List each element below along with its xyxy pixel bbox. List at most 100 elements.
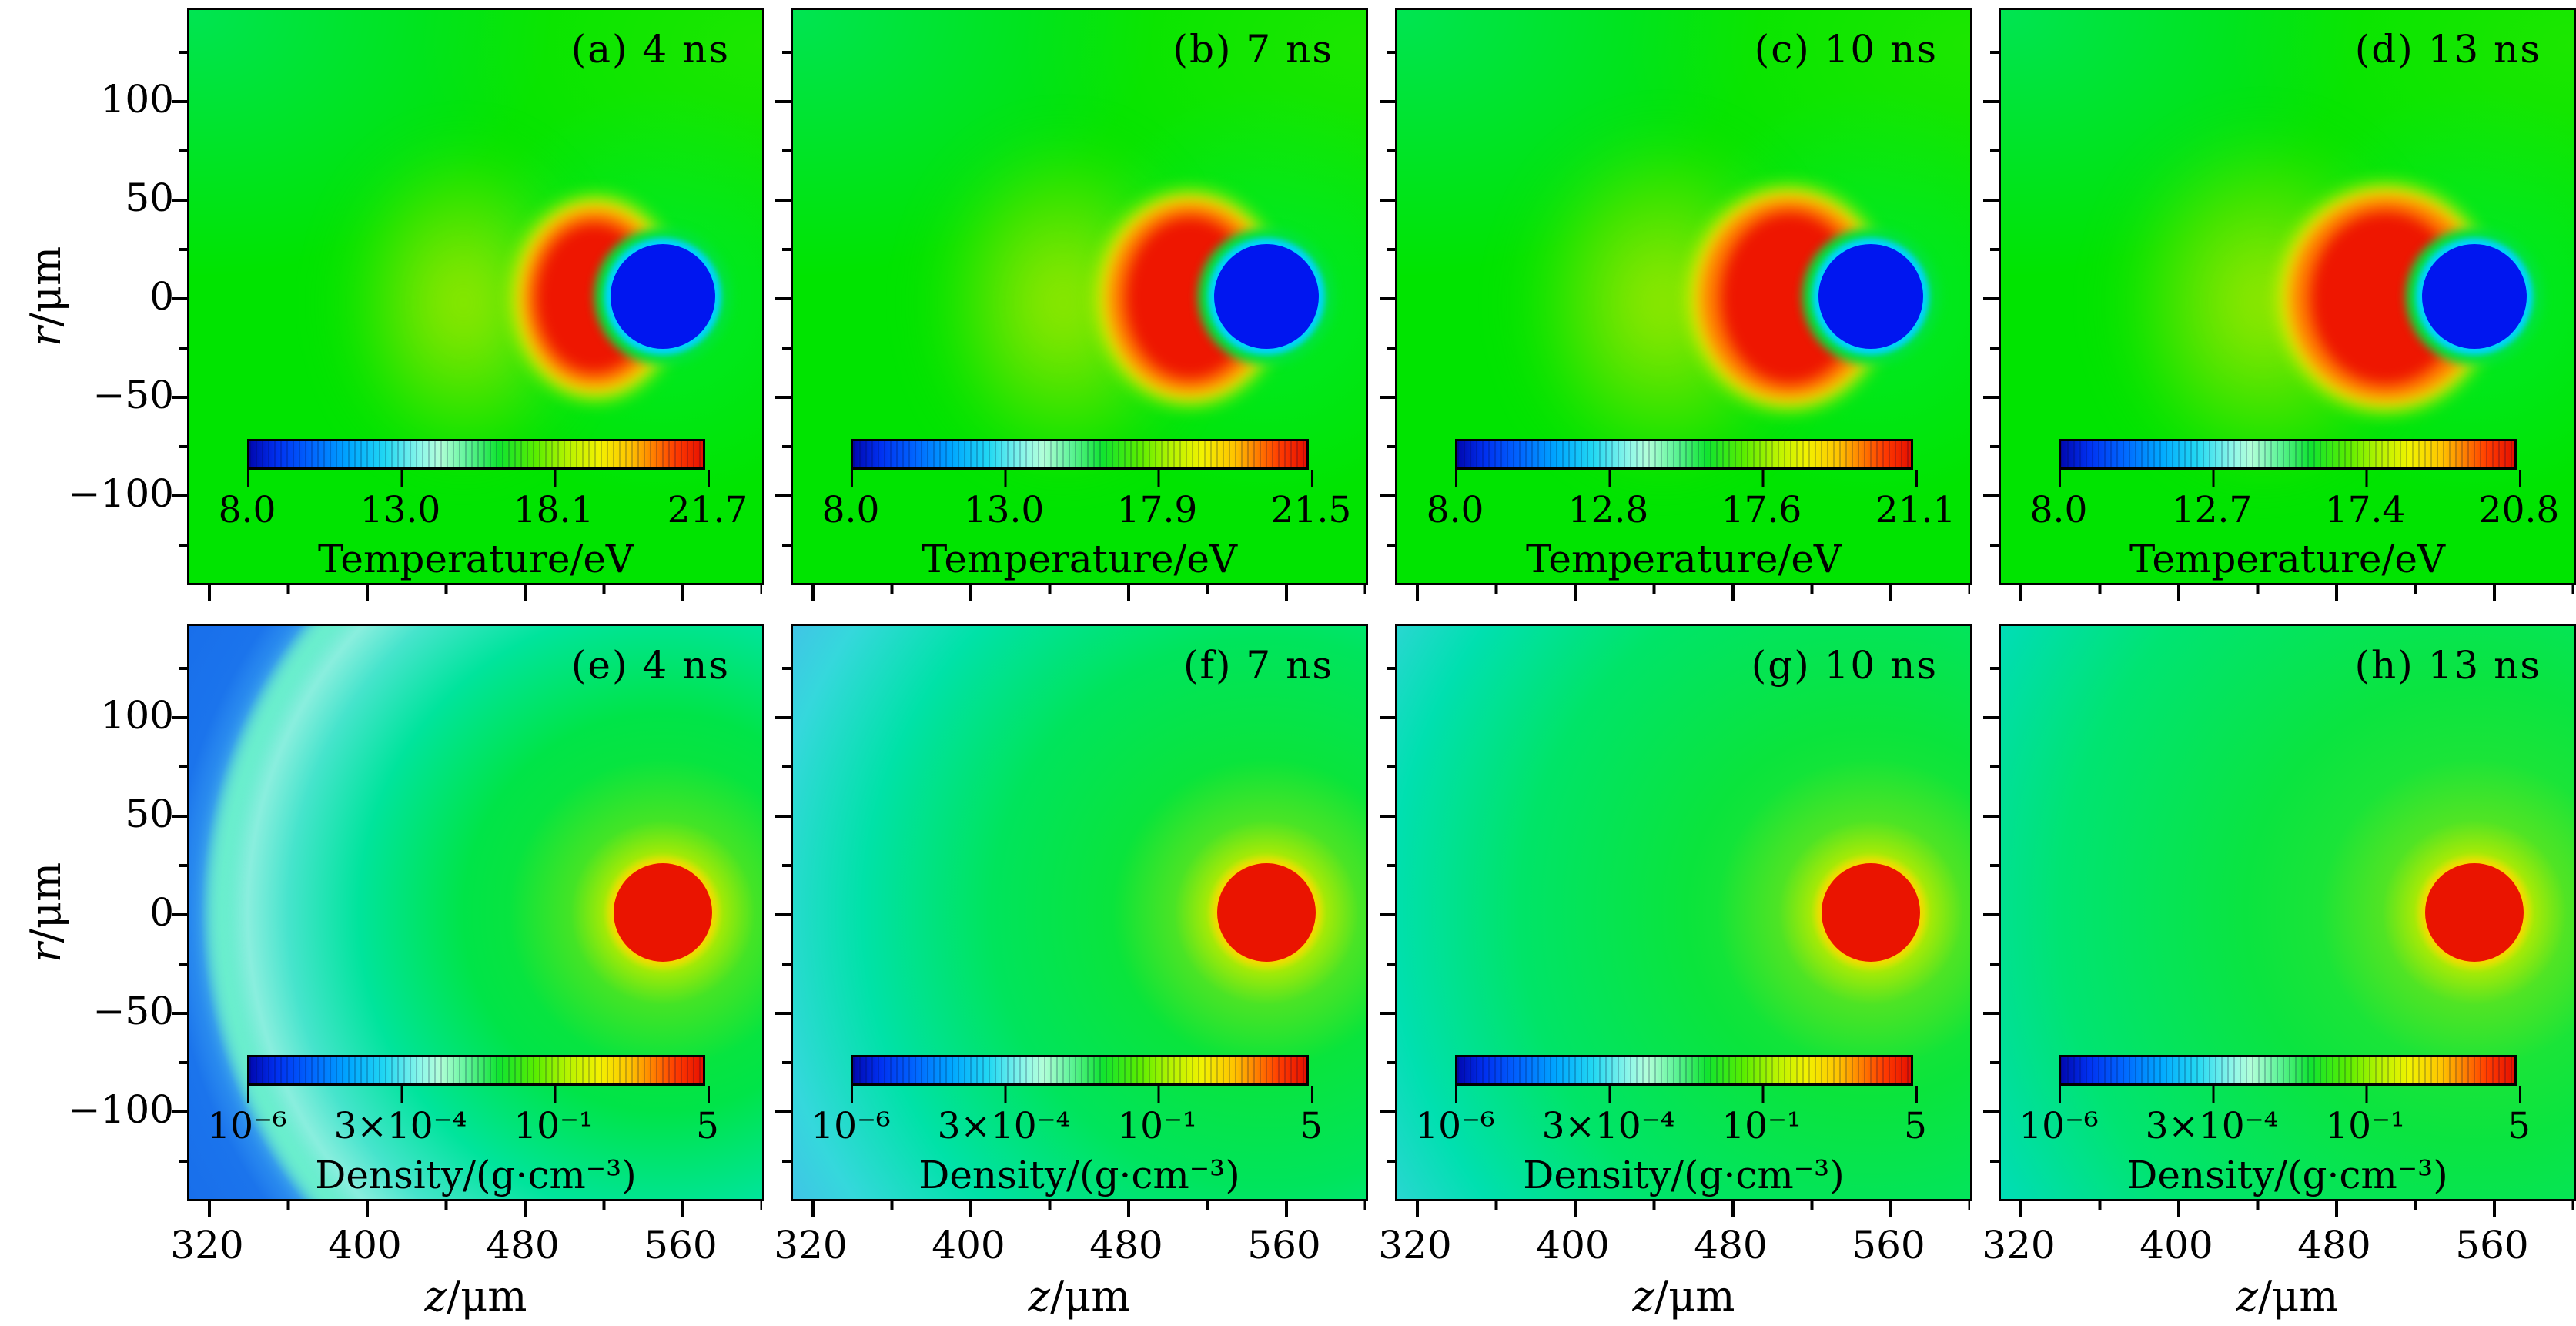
x-axis-variable: z bbox=[2236, 1272, 2258, 1321]
temperature-heatmap bbox=[2001, 10, 2574, 583]
colorbar-tick-label: 21.5 bbox=[1270, 489, 1352, 531]
colorbar-ticks bbox=[1455, 470, 1918, 487]
droplet-circle bbox=[2425, 863, 2524, 962]
x-tick-label: 400 bbox=[1536, 1223, 1610, 1267]
x-tick-label: 560 bbox=[1852, 1223, 1925, 1267]
droplet-circle bbox=[614, 863, 712, 962]
y-axis-minor-ticks bbox=[1990, 10, 1999, 583]
y-tick-label: −50 bbox=[92, 989, 174, 1033]
x-axis-minor-ticks bbox=[2001, 1201, 2574, 1210]
colorbar-tick-label: 5 bbox=[1300, 1105, 1323, 1147]
y-axis-variable: r bbox=[22, 943, 70, 963]
colorbar-tick-label: 5 bbox=[2507, 1105, 2531, 1147]
colorbar-gradient bbox=[1455, 1055, 1913, 1086]
panel-label: (e) 4 ns bbox=[570, 643, 730, 688]
y-axis-minor-ticks bbox=[1387, 626, 1395, 1199]
x-axis-unit: /μm bbox=[1654, 1272, 1735, 1321]
colorbar-tick-label: 17.4 bbox=[2324, 489, 2406, 531]
x-axis-minor-ticks bbox=[1397, 585, 1970, 594]
colorbar-ticks bbox=[851, 470, 1313, 487]
droplet-circle bbox=[2422, 244, 2527, 349]
density-heatmap bbox=[793, 626, 1366, 1199]
x-tick-label: 400 bbox=[2139, 1223, 2213, 1267]
x-tick-label: 400 bbox=[932, 1223, 1005, 1267]
y-tick-label: −50 bbox=[92, 373, 174, 417]
colorbar-tick-label: 13.0 bbox=[360, 489, 441, 531]
colorbar-gradient bbox=[851, 1055, 1309, 1086]
colorbar-ticks bbox=[2059, 470, 2521, 487]
temperature-heatmap bbox=[189, 10, 762, 583]
x-tick-label: 480 bbox=[1694, 1223, 1768, 1267]
colorbar-tick-label: 17.6 bbox=[1721, 489, 1802, 531]
panel-h-density-13ns: (h) 13 ns 10⁻⁶ 3×10⁻⁴ 10⁻¹ 5 Density/(g·… bbox=[1983, 624, 2576, 1217]
colorbar-tick-label: 10⁻¹ bbox=[514, 1105, 594, 1147]
y-tick-label: 0 bbox=[149, 890, 174, 935]
x-tick-label: 560 bbox=[2455, 1223, 2529, 1267]
y-tick-label: 0 bbox=[149, 274, 174, 319]
colorbar-tick-label: 10⁻¹ bbox=[1117, 1105, 1197, 1147]
panel-label: (b) 7 ns bbox=[1173, 27, 1333, 72]
colorbar-title: Density/(g·cm⁻³) bbox=[2126, 1153, 2448, 1197]
x-tick-label: 320 bbox=[170, 1223, 244, 1267]
colorbar-tick-label: 12.7 bbox=[2171, 489, 2253, 531]
x-tick-label: 480 bbox=[1089, 1223, 1163, 1267]
colorbar-tick-label: 8.0 bbox=[821, 489, 880, 531]
y-tick-label: 100 bbox=[100, 77, 174, 122]
panel-label: (g) 10 ns bbox=[1751, 643, 1938, 688]
y-axis-minor-ticks bbox=[782, 626, 791, 1199]
x-axis-unit: /μm bbox=[2257, 1272, 2339, 1321]
droplet-circle bbox=[1822, 863, 1920, 962]
colorbar-tick-label: 8.0 bbox=[1426, 489, 1484, 531]
panel-c-temperature-10ns: (c) 10 ns 8.0 12.8 17.6 21.1 Temperature… bbox=[1380, 8, 1972, 601]
colorbar-tick-label: 8.0 bbox=[2029, 489, 2088, 531]
y-tick-label: 50 bbox=[125, 792, 174, 836]
colorbar-gradient bbox=[247, 1055, 705, 1086]
x-axis-minor-ticks bbox=[793, 585, 1366, 594]
x-axis-variable: z bbox=[424, 1272, 447, 1321]
colorbar-title: Density/(g·cm⁻³) bbox=[918, 1153, 1240, 1197]
x-tick-label: 560 bbox=[644, 1223, 718, 1267]
droplet-circle bbox=[1818, 244, 1923, 349]
density-heatmap bbox=[2001, 626, 2574, 1199]
colorbar-tick-label: 8.0 bbox=[218, 489, 276, 531]
x-axis-unit: /μm bbox=[446, 1272, 527, 1321]
panel-label: (a) 4 ns bbox=[570, 27, 730, 72]
y-tick-label: 100 bbox=[100, 693, 174, 738]
colorbar-gradient bbox=[2059, 1055, 2517, 1086]
colorbar-tick-label: 10⁻⁶ bbox=[2019, 1105, 2099, 1147]
x-axis-variable: z bbox=[1632, 1272, 1654, 1321]
colorbar-ticks bbox=[247, 1086, 710, 1103]
panel-label: (d) 13 ns bbox=[2354, 27, 2541, 72]
panel-b-temperature-7ns: (b) 7 ns 8.0 13.0 17.9 21.5 Temperature/… bbox=[775, 8, 1368, 601]
colorbar-tick-label: 10⁻⁶ bbox=[811, 1105, 891, 1147]
temperature-heatmap bbox=[1397, 10, 1970, 583]
colorbar-tick-label: 3×10⁻⁴ bbox=[937, 1105, 1071, 1147]
colorbar-tick-label: 10⁻⁶ bbox=[1415, 1105, 1495, 1147]
colorbar-tick-label: 5 bbox=[1904, 1105, 1927, 1147]
colorbar-tick-label: 20.8 bbox=[2478, 489, 2560, 531]
x-tick-label: 480 bbox=[2297, 1223, 2371, 1267]
droplet-circle bbox=[611, 244, 715, 349]
colorbar-ticks bbox=[2059, 1086, 2521, 1103]
x-tick-label: 400 bbox=[328, 1223, 402, 1267]
droplet-circle bbox=[1214, 244, 1319, 349]
colorbar-ticks bbox=[247, 470, 710, 487]
x-axis-title: z/μm bbox=[1029, 1272, 1131, 1321]
colorbar-ticks bbox=[1455, 1086, 1918, 1103]
y-axis-minor-ticks bbox=[179, 10, 187, 583]
y-tick-label: 50 bbox=[125, 176, 174, 220]
colorbar-tick-label: 10⁻¹ bbox=[2325, 1105, 2405, 1147]
colorbar-gradient bbox=[2059, 439, 2517, 470]
colorbar-title: Density/(g·cm⁻³) bbox=[1523, 1153, 1845, 1197]
colorbar-tick-label: 12.8 bbox=[1567, 489, 1649, 531]
x-tick-label: 480 bbox=[486, 1223, 560, 1267]
panel-e-density-4ns: (e) 4 ns 10⁻⁶ 3×10⁻⁴ 10⁻¹ 5 Density/(g·c… bbox=[172, 624, 764, 1217]
panel-label: (h) 13 ns bbox=[2354, 643, 2541, 688]
x-axis-minor-ticks bbox=[189, 1201, 762, 1210]
colorbar-title: Temperature/eV bbox=[921, 537, 1238, 581]
density-heatmap bbox=[1397, 626, 1970, 1199]
y-tick-label: −100 bbox=[68, 471, 174, 516]
x-axis-variable: z bbox=[1028, 1272, 1050, 1321]
droplet-circle bbox=[1217, 863, 1316, 962]
panel-a-temperature-4ns: (a) 4 ns 8.0 13.0 18.1 21.7 Temperature/… bbox=[172, 8, 764, 601]
